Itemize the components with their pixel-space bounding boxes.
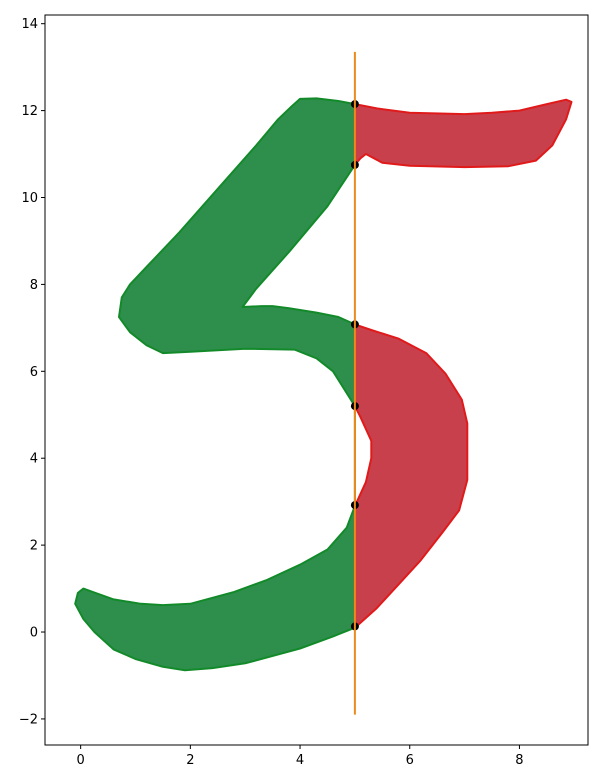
x-tick-label: 6 [406,753,414,768]
y-tick-label: −2 [19,712,38,727]
right-region-1 [353,98,573,169]
x-tick-label: 4 [296,753,304,768]
left-region [74,97,356,672]
y-tick-label: 2 [30,539,38,554]
x-tick-label: 0 [77,753,85,768]
y-tick-label: 4 [30,452,38,467]
y-tick-label: 6 [30,365,38,380]
right-region-2 [353,323,469,629]
y-tick-label: 8 [30,278,38,293]
x-axis: 0 2 4 6 8 [77,745,524,768]
x-tick-label: 8 [515,753,523,768]
plot-area [74,51,573,715]
y-tick-label: 14 [21,17,38,32]
y-tick-label: 0 [30,626,38,641]
x-tick-label: 2 [186,753,194,768]
y-tick-label: 12 [21,104,38,119]
axes-frame [44,14,589,746]
y-axis: −2 0 2 4 6 8 10 12 14 [19,17,45,727]
y-tick-label: 10 [21,191,38,206]
